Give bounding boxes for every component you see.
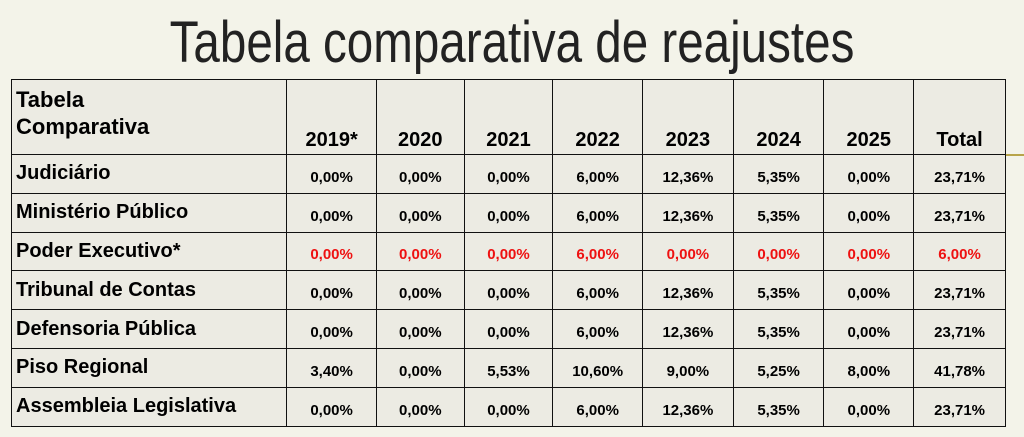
table-row: Ministério Público 0,00% 0,00% 0,00% 6,0…: [10, 192, 1006, 233]
table-row: Tribunal de Contas 0,00% 0,00% 0,00% 6,0…: [10, 270, 1006, 311]
table-header-row: Tabela Comparativa 2019* 2020 2021 2022 …: [10, 79, 1006, 155]
table-cell: 0,00%: [732, 231, 825, 272]
table-cell: 10,60%: [552, 347, 644, 388]
table-cell: 0,00%: [642, 231, 734, 272]
column-header-2019: 2019*: [286, 79, 377, 155]
table-cell: 8,00%: [823, 347, 915, 388]
table-cell: 0,00%: [286, 231, 377, 272]
column-header-2023: 2023: [642, 79, 734, 155]
table-cell: 0,00%: [463, 386, 554, 427]
table-cell: 6,00%: [552, 192, 644, 233]
decorative-line: [1000, 154, 1024, 156]
table-cell: 0,00%: [823, 154, 915, 194]
table-cell: 0,00%: [286, 270, 377, 311]
table-row: Assembleia Legislativa 0,00% 0,00% 0,00%…: [10, 386, 1006, 427]
table-cell: 5,35%: [732, 154, 825, 194]
page-title: Tabela comparativa de reajustes: [169, 10, 855, 75]
table-cell-total: 23,71%: [913, 270, 1006, 311]
table-cell: 6,00%: [552, 154, 644, 194]
table-cell: 0,00%: [286, 309, 377, 349]
corner-label-line1: Tabela: [16, 87, 85, 112]
table-cell: 6,00%: [552, 270, 644, 311]
table-cell: 0,00%: [375, 386, 465, 427]
table-cell-total: 23,71%: [913, 192, 1006, 233]
table-cell: 0,00%: [823, 192, 915, 233]
table-cell: 5,35%: [732, 309, 825, 349]
corner-label-line2: Comparativa: [16, 114, 150, 139]
table-cell: 0,00%: [463, 270, 554, 311]
table-cell: 0,00%: [286, 192, 377, 233]
table-cell: 0,00%: [823, 270, 915, 311]
table-cell: 0,00%: [286, 386, 377, 427]
table-cell: 0,00%: [463, 309, 554, 349]
table-cell: 0,00%: [463, 154, 554, 194]
table-cell-total: 41,78%: [913, 347, 1006, 388]
table-cell: 9,00%: [642, 347, 734, 388]
table-row: Defensoria Pública 0,00% 0,00% 0,00% 6,0…: [10, 309, 1006, 349]
table-cell-total: 23,71%: [913, 309, 1006, 349]
table-cell-total: 23,71%: [913, 386, 1006, 427]
table-cell: 0,00%: [286, 154, 377, 194]
table-cell-total: 6,00%: [913, 231, 1006, 272]
table-cell: 6,00%: [552, 309, 644, 349]
row-label: Judiciário: [10, 154, 288, 194]
table-cell-total: 23,71%: [913, 154, 1006, 194]
table-cell: 12,36%: [642, 154, 734, 194]
table-cell: 0,00%: [375, 270, 465, 311]
column-header-2022: 2022: [552, 79, 644, 155]
column-header-2025: 2025: [823, 79, 915, 155]
table-cell: 0,00%: [375, 309, 465, 349]
row-label: Ministério Público: [10, 192, 288, 233]
table-row: Piso Regional 3,40% 0,00% 5,53% 10,60% 9…: [10, 347, 1006, 388]
table-row: Poder Executivo* 0,00% 0,00% 0,00% 6,00%…: [10, 231, 1006, 272]
row-label: Tribunal de Contas: [10, 270, 288, 311]
column-header-2020: 2020: [375, 79, 465, 155]
column-header-2024: 2024: [732, 79, 825, 155]
column-header-2021: 2021: [463, 79, 554, 155]
table-cell: 0,00%: [463, 192, 554, 233]
row-label: Defensoria Pública: [10, 309, 288, 349]
table-cell: 5,35%: [732, 386, 825, 427]
table-cell: 5,53%: [463, 347, 554, 388]
table-cell: 0,00%: [823, 309, 915, 349]
table-row: Judiciário 0,00% 0,00% 0,00% 6,00% 12,36…: [10, 154, 1006, 194]
table-corner-header: Tabela Comparativa: [10, 79, 288, 155]
table-cell: 12,36%: [642, 270, 734, 311]
row-label: Poder Executivo*: [10, 231, 288, 272]
table-cell: 0,00%: [823, 386, 915, 427]
row-label: Piso Regional: [10, 347, 288, 388]
table-cell: 0,00%: [375, 231, 465, 272]
table-cell: 0,00%: [375, 347, 465, 388]
table-cell: 12,36%: [642, 192, 734, 233]
table-cell: 6,00%: [552, 386, 644, 427]
row-label: Assembleia Legislativa: [10, 386, 288, 427]
table-cell: 12,36%: [642, 386, 734, 427]
table-cell: 0,00%: [463, 231, 554, 272]
table-cell: 0,00%: [375, 154, 465, 194]
table-cell: 5,35%: [732, 192, 825, 233]
column-header-total: Total: [913, 79, 1006, 155]
table-cell: 5,25%: [732, 347, 825, 388]
table-cell: 12,36%: [642, 309, 734, 349]
table-cell: 0,00%: [823, 231, 915, 272]
table-cell: 6,00%: [552, 231, 644, 272]
table-cell: 3,40%: [286, 347, 377, 388]
comparison-table: Tabela Comparativa 2019* 2020 2021 2022 …: [10, 79, 1006, 427]
table-cell: 5,35%: [732, 270, 825, 311]
table-cell: 0,00%: [375, 192, 465, 233]
